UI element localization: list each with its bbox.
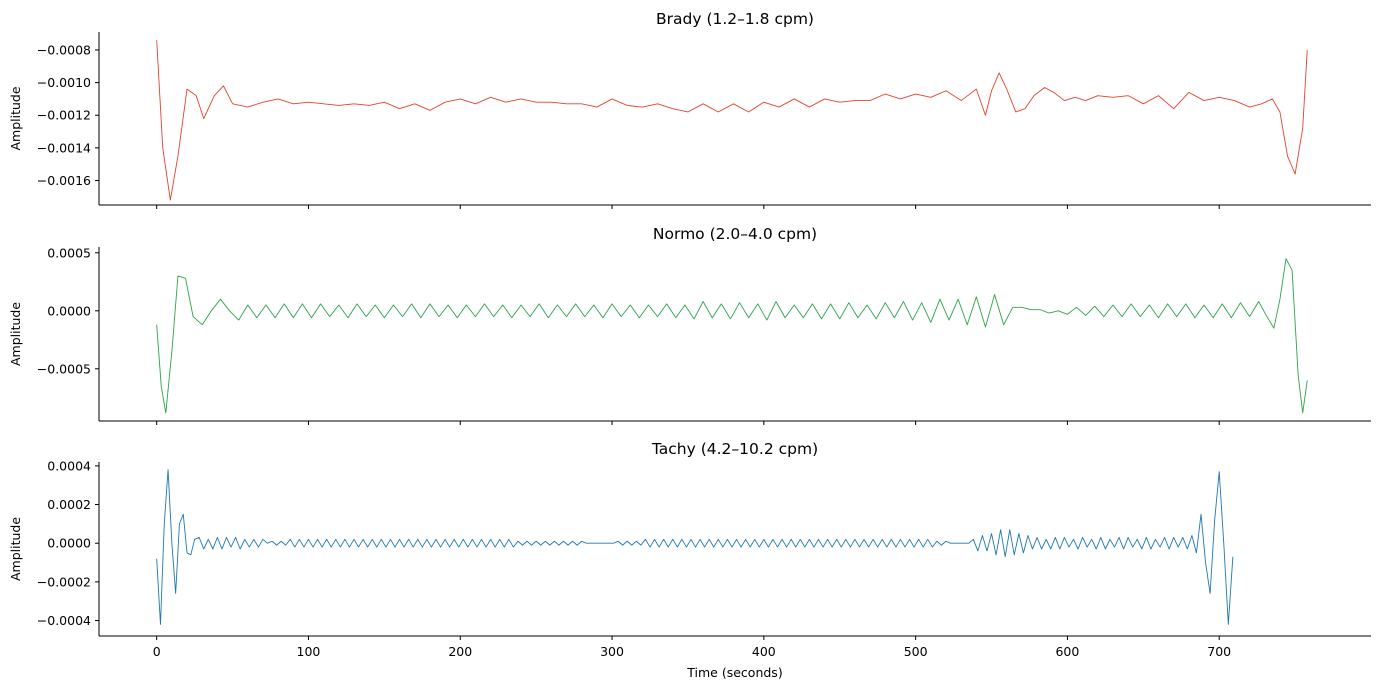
y-tick-label: 0.0005 [47,245,91,260]
x-tick-label: 100 [297,644,321,659]
y-axis-label: Amplitude [8,517,23,581]
y-tick-label: −0.0005 [37,361,91,376]
y-tick-label: −0.0008 [37,42,91,57]
y-tick-label: −0.0014 [37,140,91,155]
x-tick-label: 400 [752,644,776,659]
y-tick-label: −0.0002 [37,574,91,589]
x-axis-label: Time (seconds) [686,665,782,680]
x-tick-label: 200 [448,644,472,659]
series-line-normo [156,258,1308,414]
series-line-brady [156,40,1308,201]
x-tick-label: 500 [904,644,928,659]
y-axis-label: Amplitude [8,86,23,150]
x-tick-label: 300 [600,644,624,659]
panel-title: Brady (1.2–1.8 cpm) [656,10,814,28]
y-axis-label: Amplitude [8,302,23,366]
panel-title: Normo (2.0–4.0 cpm) [653,225,817,243]
y-tick-label: 0.0002 [47,497,91,512]
y-tick-label: −0.0012 [37,108,91,123]
panel-2: Normo (2.0–4.0 cpm) Amplitude 0.0005 0.0000… [8,225,1371,425]
y-tick-label: 0.0000 [47,536,91,551]
x-tick-label: 600 [1055,644,1079,659]
y-tick-label: −0.0004 [37,613,91,628]
x-tick-label: 700 [1207,644,1231,659]
panel-title: Tachy (4.2–10.2 cpm) [651,440,818,458]
panel-1: Brady (1.2–1.8 cpm) Amplitude −0.0008 −0.00… [8,10,1371,209]
x-tick-label: 0 [153,644,161,659]
panel-3: Tachy (4.2–10.2 cpm) Amplitude 0.0004 0.000… [8,440,1371,680]
y-tick-label: −0.0016 [37,173,91,188]
y-tick-label: 0.0004 [47,458,91,473]
y-tick-label: 0.0000 [47,303,91,318]
y-tick-label: −0.0010 [37,75,91,90]
series-line-tachy [156,469,1234,625]
